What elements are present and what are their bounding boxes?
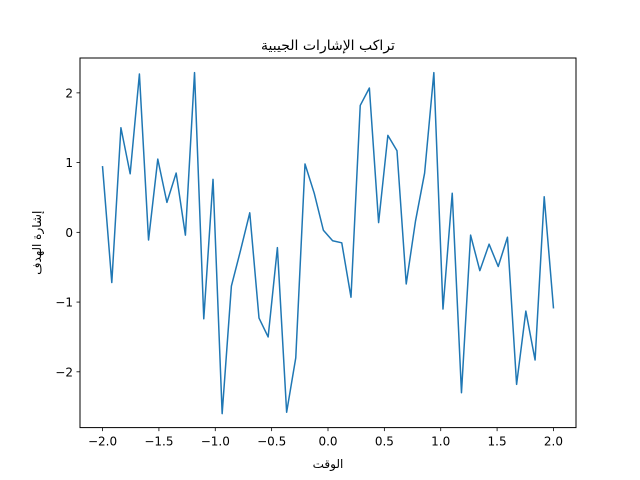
x-tick-label: 0.5 [375, 435, 394, 449]
x-tick-label: −1.5 [144, 435, 173, 449]
x-tick-label: −1.0 [201, 435, 230, 449]
y-axis: −2 −1 0 1 2 [55, 86, 80, 379]
y-tick-label: 0 [65, 226, 73, 240]
y-tick-label: 1 [65, 156, 73, 170]
x-tick-label: 2.0 [544, 435, 563, 449]
series-line-0 [101, 71, 555, 415]
y-tick-label: −2 [55, 365, 73, 379]
x-tick-label: 0.0 [318, 435, 337, 449]
x-axis: −2.0 −1.5 −1.0 −0.5 0.0 0.5 1.0 1.5 2.0 [88, 427, 563, 449]
x-tick-label: 1.5 [488, 435, 507, 449]
y-tick-label: −1 [55, 296, 73, 310]
chart-title: تراكب الإشارات الجيبية [261, 38, 395, 54]
x-tick-label: −0.5 [257, 435, 286, 449]
y-tick-label: 2 [65, 86, 73, 100]
y-axis-label: إشارة الهدف [30, 211, 45, 275]
x-axis-label: الوقت [313, 457, 344, 472]
x-tick-label: −2.0 [88, 435, 117, 449]
x-tick-label: 1.0 [431, 435, 450, 449]
plot-layer [101, 71, 555, 415]
